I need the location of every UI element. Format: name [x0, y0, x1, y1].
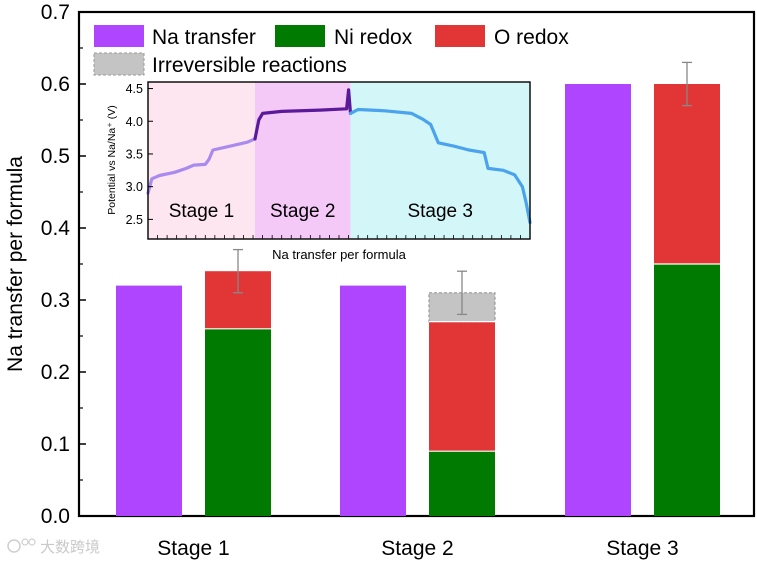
y-axis-label: Na transfer per formula: [4, 156, 27, 372]
inset-region-label-stage-2: Stage 2: [270, 201, 336, 222]
legend-label-irreversible: Irreversible reactions: [152, 54, 347, 77]
y-tick-label: 0.6: [41, 73, 70, 96]
inset-y-axis-ticks: 2.5 3.0 3.5 4.0 4.5: [126, 82, 153, 227]
inset-x-axis-label: Na transfer per formula: [272, 247, 406, 262]
x-axis-labels: Stage 1 Stage 2 Stage 3: [157, 537, 678, 560]
inset-region-label-stage-3: Stage 3: [407, 201, 473, 222]
legend-label-ni-redox: Ni redox: [334, 26, 413, 49]
y-tick-label: 0.3: [41, 289, 70, 312]
inset-curve-stage-1: [146, 137, 257, 195]
bar-ni-redox-stage-3: [654, 264, 720, 516]
inset-y-tick-label: 4.0: [126, 115, 143, 129]
inset-y-tick-label: 4.5: [126, 82, 143, 96]
inset-y-tick-label: 3.0: [126, 180, 143, 194]
inset-region-stage-1: [148, 82, 255, 239]
inset-curve-stage-2: [253, 88, 353, 141]
inset-y-tick-label: 2.5: [126, 213, 143, 227]
inset-region-stage-3: [350, 82, 530, 239]
y-tick-label: 0.1: [41, 433, 70, 456]
legend-label-o-redox: O redox: [494, 26, 569, 49]
y-tick-label: 0.5: [41, 145, 70, 168]
legend-swatch-ni-redox: [275, 25, 325, 47]
bar-o-redox-stage-3: [654, 84, 720, 264]
bar-na-transfer-stage-1: [116, 285, 182, 516]
watermark-logo-icon: [7, 538, 36, 553]
legend: Na transfer Ni redox O redox Irreversibl…: [93, 25, 569, 77]
legend-swatch-o-redox: [435, 25, 485, 47]
bar-na-transfer-stage-2: [340, 285, 406, 516]
y-tick-label: 0.0: [41, 505, 70, 528]
error-bars-group: [233, 61, 692, 316]
inset-region-label-stage-1: Stage 1: [169, 201, 235, 222]
inset-y-axis-label: Potential vs Na/Na⁺ (V): [106, 105, 118, 214]
bar-series-group: [116, 84, 720, 516]
y-tick-label: 0.2: [41, 361, 70, 384]
legend-swatch-na-transfer: [94, 25, 144, 47]
bar-ni-redox-stage-1: [205, 328, 271, 516]
legend-swatch-irreversible: [93, 52, 145, 76]
bar-o-redox-stage-2: [429, 321, 495, 452]
y-tick-label: 0.7: [41, 1, 70, 24]
inset-frame: [147, 81, 531, 240]
bar-na-transfer-stage-3: [565, 84, 631, 516]
y-axis-ticks: 0.0 0.1 0.2 0.3 0.4 0.5 0.6 0.7: [41, 1, 86, 528]
x-tick-label-stage-3: Stage 3: [606, 537, 678, 560]
x-tick-label-stage-2: Stage 2: [381, 537, 453, 560]
inset-y-tick-label: 3.5: [126, 147, 143, 161]
inset-voltage-curve: [146, 88, 532, 225]
watermark: 大数跨境: [7, 538, 100, 556]
watermark-text: 大数跨境: [40, 538, 100, 556]
legend-label-na-transfer: Na transfer: [152, 26, 256, 49]
inset-chart: 2.5 3.0 3.5 4.0 4.5 Stage 1 Stage 2 Stage 3 Na…: [106, 81, 532, 262]
inset-stage-labels: Stage 1 Stage 2 Stage 3: [169, 201, 473, 222]
y-tick-label: 0.4: [41, 217, 71, 240]
inset-curve-stage-3: [348, 107, 532, 225]
bar-ni-redox-stage-2: [429, 451, 495, 516]
x-tick-label-stage-1: Stage 1: [157, 537, 229, 560]
